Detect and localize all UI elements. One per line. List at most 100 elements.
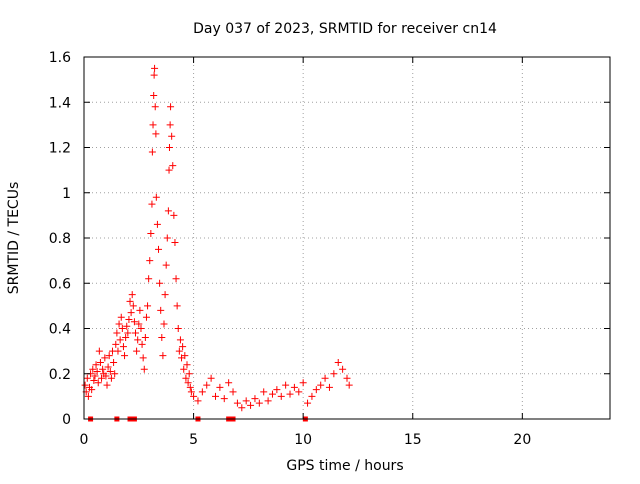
data-point — [99, 365, 107, 373]
data-point — [155, 245, 163, 253]
data-point — [123, 322, 131, 330]
data-point — [116, 336, 124, 344]
data-point — [115, 320, 123, 328]
data-point — [144, 302, 152, 310]
data-points — [81, 64, 353, 412]
data-point — [339, 365, 347, 373]
y-tick-label: 0.6 — [49, 276, 71, 292]
data-point — [158, 334, 166, 342]
data-point — [102, 372, 110, 380]
chart-title: Day 037 of 2023, SRMTID for receiver cn1… — [193, 21, 497, 37]
data-point — [84, 392, 92, 400]
x-tick-label: 20 — [513, 432, 531, 448]
data-point — [170, 211, 178, 219]
data-point — [137, 325, 145, 332]
x-axis-label: GPS time / hours — [286, 458, 403, 474]
y-axis-label: SRMTID / TECUs — [6, 182, 22, 295]
data-point — [308, 392, 316, 400]
data-point — [161, 291, 169, 299]
data-point — [330, 370, 338, 378]
data-point — [153, 220, 161, 228]
data-point — [136, 306, 144, 314]
data-point — [203, 381, 211, 389]
data-point — [139, 354, 147, 362]
data-point — [268, 390, 276, 398]
data-point — [325, 383, 333, 391]
data-point — [282, 381, 290, 389]
data-point — [173, 302, 181, 310]
data-point — [121, 352, 129, 360]
data-point — [147, 229, 155, 237]
data-point — [168, 132, 176, 140]
data-point — [125, 315, 133, 323]
x-tick-label: 0 — [80, 432, 89, 448]
data-point — [163, 234, 171, 242]
data-point — [167, 103, 175, 111]
data-point — [277, 392, 285, 400]
data-point — [132, 329, 140, 337]
data-point — [184, 379, 192, 387]
data-point — [89, 365, 97, 373]
data-point — [112, 340, 120, 348]
data-point — [88, 386, 96, 394]
data-point — [90, 377, 98, 385]
y-tick-label: 1.4 — [49, 95, 71, 111]
data-point — [186, 383, 194, 391]
data-point — [128, 291, 136, 299]
axis-ticks: 0 5 10 15 20 0 0.2 0.4 0.6 0.8 1 1.2 1.4 1.6 — [49, 50, 610, 448]
data-point — [151, 64, 159, 72]
data-point — [93, 367, 101, 375]
data-point — [321, 374, 329, 382]
data-point — [299, 379, 307, 387]
data-point — [179, 343, 187, 351]
data-point — [104, 363, 112, 371]
data-point — [304, 399, 312, 407]
grid-layer — [84, 57, 610, 419]
data-point — [187, 388, 195, 396]
data-point — [152, 193, 160, 201]
data-point — [111, 370, 119, 378]
data-point — [122, 334, 130, 342]
data-point — [157, 306, 165, 314]
data-point — [169, 162, 177, 170]
data-point — [124, 329, 132, 337]
data-point — [166, 121, 174, 129]
data-point — [242, 397, 250, 405]
data-point — [101, 354, 109, 362]
data-point — [343, 374, 351, 382]
data-point — [212, 392, 219, 400]
data-point — [113, 329, 121, 337]
data-point — [98, 374, 106, 382]
data-point — [95, 347, 103, 355]
data-point — [117, 313, 125, 321]
data-point — [138, 340, 146, 348]
y-tick-label: 1 — [62, 186, 71, 202]
data-point — [180, 365, 188, 373]
data-point — [162, 261, 170, 269]
data-point — [94, 379, 102, 387]
data-point — [107, 374, 115, 382]
data-point — [233, 399, 241, 407]
data-point — [295, 388, 303, 396]
data-point — [164, 207, 172, 215]
data-point — [149, 121, 157, 129]
y-tick-label: 1.2 — [49, 141, 71, 157]
data-point — [92, 361, 100, 369]
data-point — [106, 367, 114, 375]
data-point — [134, 336, 142, 344]
data-point — [130, 318, 138, 326]
data-point — [334, 358, 342, 366]
data-point — [91, 372, 99, 380]
data-point — [152, 130, 160, 138]
data-point — [220, 395, 228, 403]
data-point — [182, 374, 190, 382]
data-point — [105, 352, 113, 360]
data-point — [260, 388, 268, 396]
data-point — [225, 379, 233, 387]
data-point — [110, 358, 118, 366]
data-point — [118, 325, 126, 332]
data-point — [207, 374, 215, 382]
data-point — [181, 352, 189, 360]
data-point — [183, 361, 191, 369]
